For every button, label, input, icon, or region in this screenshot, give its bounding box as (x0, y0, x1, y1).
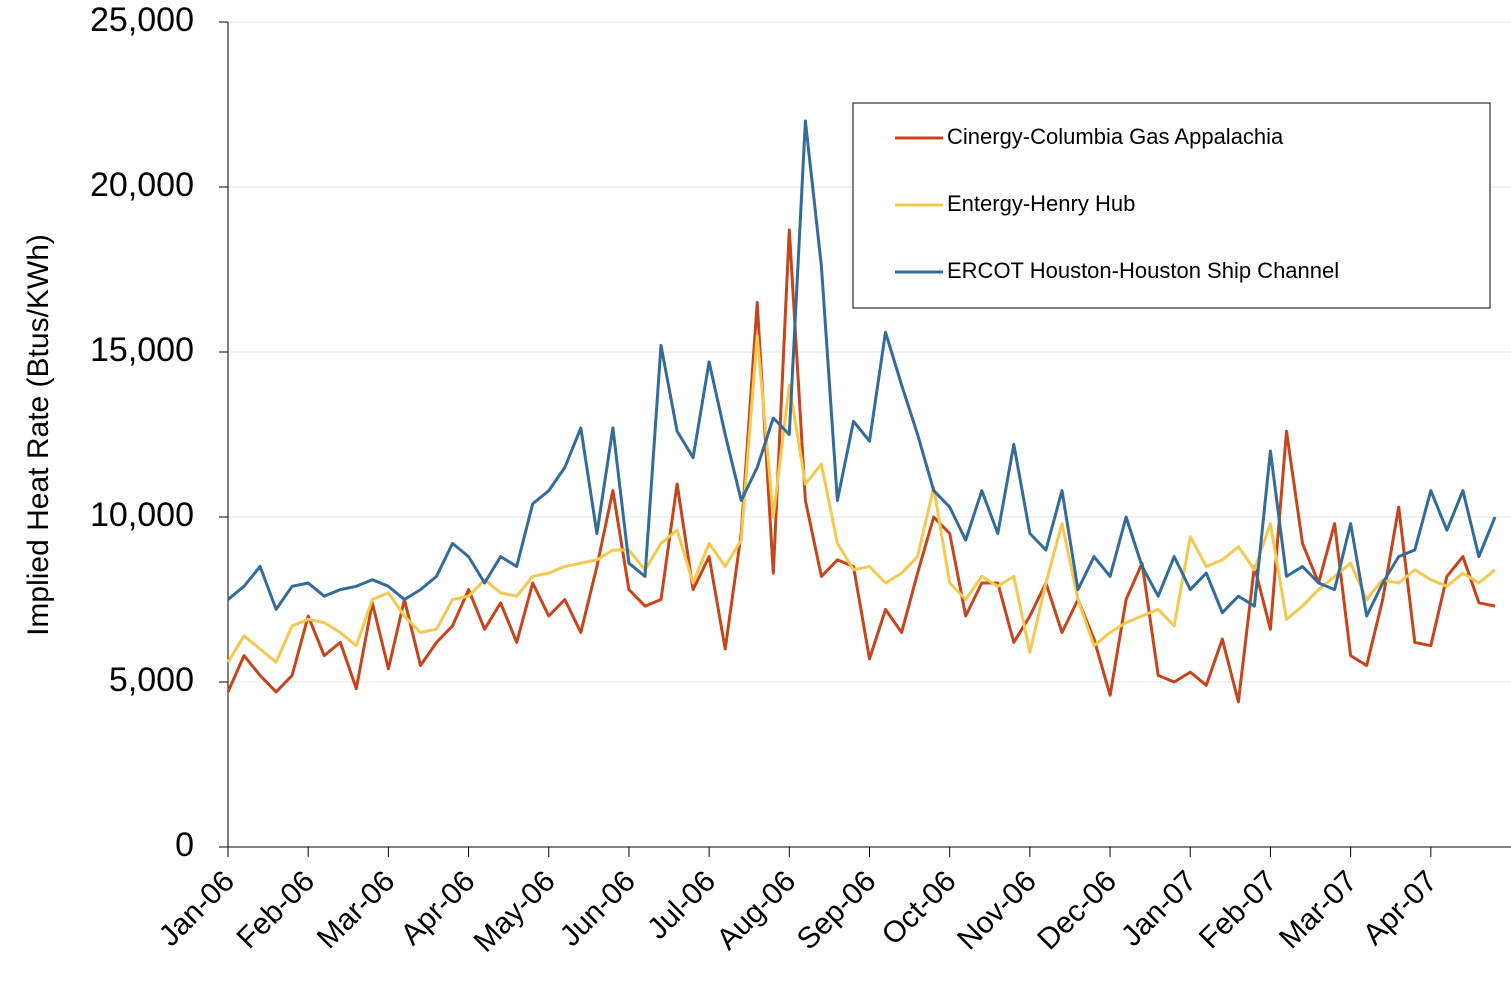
x-tick-label: Jan-06 (153, 865, 241, 953)
x-tick-label: Dec-06 (1031, 865, 1123, 957)
x-tick-label: Apr-06 (395, 865, 482, 952)
legend-label: Cinergy-Columbia Gas Appalachia (947, 124, 1284, 149)
x-tick-label: Nov-06 (951, 865, 1043, 957)
x-tick-label: Jun-06 (554, 865, 642, 953)
x-tick-label: May-06 (468, 865, 562, 959)
series-line (226, 228, 1496, 704)
x-tick-label: Mar-07 (1273, 865, 1364, 956)
y-tick-label: 15,000 (90, 331, 194, 369)
y-tick-label: 0 (175, 826, 194, 864)
y-tick-label: 10,000 (90, 496, 194, 534)
y-tick-label: 5,000 (109, 661, 194, 699)
x-tick-label: Feb-06 (231, 865, 322, 956)
x-tick-label: Apr-07 (1357, 865, 1444, 952)
x-tick-label: Jan-07 (1115, 865, 1203, 953)
x-tick-label: Sep-06 (791, 865, 883, 957)
x-tick-label: Mar-06 (311, 865, 402, 956)
x-tick-label: Aug-06 (711, 865, 803, 957)
series-line (227, 119, 1497, 618)
y-axis-label: Implied Heat Rate (Btus/KWh) (22, 234, 55, 636)
legend-label: Entergy-Henry Hub (947, 191, 1135, 216)
legend-box (852, 102, 1491, 309)
x-tick-label: Oct-06 (876, 865, 963, 952)
y-tick-label: 20,000 (90, 166, 194, 204)
x-tick-label: Feb-07 (1193, 865, 1284, 956)
y-tick-label: 25,000 (90, 1, 194, 39)
series-line (226, 334, 1496, 664)
legend-label: ERCOT Houston-Houston Ship Channel (947, 258, 1339, 283)
